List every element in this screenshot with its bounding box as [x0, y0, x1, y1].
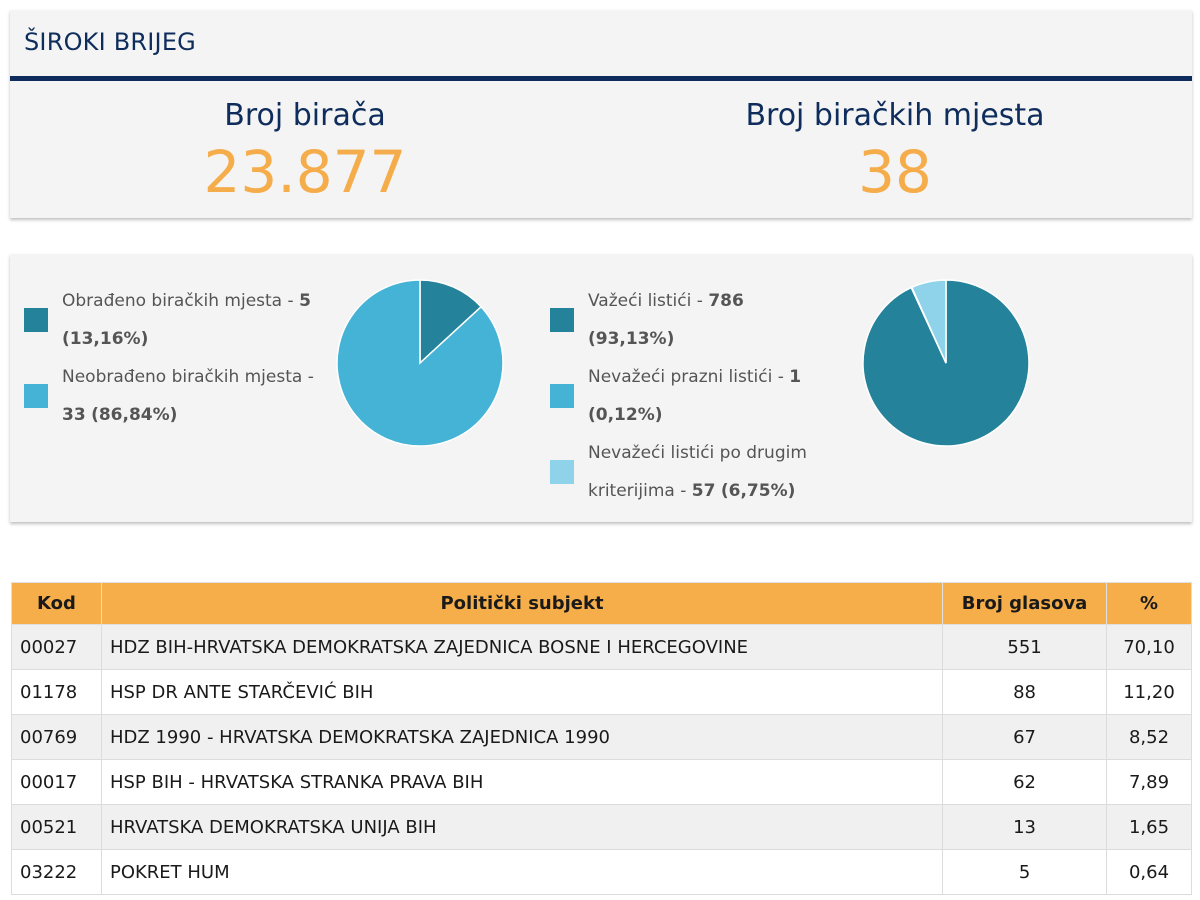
header-code[interactable]: Kod	[11, 582, 102, 625]
voters-stat: Broj birača 23.877	[10, 98, 600, 205]
legend-label: Obrađeno biračkih mjesta	[62, 291, 283, 311]
cell-code: 00027	[11, 624, 102, 670]
cell-code: 01178	[11, 669, 102, 715]
table-row: 00521 HRVATSKA DEMOKRATSKA UNIJA BIH 13 1,6…	[11, 804, 1192, 850]
cell-votes: 5	[942, 849, 1107, 895]
legend-swatch	[550, 460, 574, 484]
ballots-pie-chart	[862, 279, 1030, 447]
stations-legend: Obrađeno biračkih mjesta - 5 (13,16%) Ne…	[24, 282, 314, 434]
cell-party: HRVATSKA DEMOKRATSKA UNIJA BIH	[100, 804, 944, 850]
stations-pie-chart	[336, 279, 504, 447]
stations-stat: Broj biračkih mjesta 38	[600, 98, 1190, 205]
cell-party: HSP DR ANTE STARČEVIĆ BIH	[100, 669, 944, 715]
ballots-legend: Važeći listići - 786 (93,13%) Nevažeći p…	[550, 282, 810, 510]
legend-label: Važeći listići	[588, 291, 692, 311]
cell-votes: 88	[942, 669, 1107, 715]
voters-value: 23.877	[203, 138, 407, 206]
legend-swatch	[550, 384, 574, 408]
legend-percent: (86,84%)	[91, 405, 178, 425]
legend-swatch	[550, 308, 574, 332]
results-table: Kod Politički subjekt Broj glasova % 000…	[11, 582, 1192, 895]
legend-swatch	[24, 384, 48, 408]
summary-card: ŠIROKI BRIJEG Broj birača 23.877 Broj bi…	[10, 10, 1192, 218]
cell-percent: 1,65	[1106, 804, 1192, 850]
cell-code: 00521	[11, 804, 102, 850]
cell-code: 03222	[11, 849, 102, 895]
pie-charts-card: Obrađeno biračkih mjesta - 5 (13,16%) Ne…	[10, 254, 1192, 522]
cell-party: HDZ 1990 - HRVATSKA DEMOKRATSKA ZAJEDNIC…	[100, 714, 944, 760]
legend-count: 786	[708, 291, 744, 311]
legend-item-processed: Obrađeno biračkih mjesta - 5 (13,16%)	[24, 282, 314, 358]
pie-slice-2[interactable]	[910, 279, 947, 364]
cell-percent: 11,20	[1106, 669, 1192, 715]
cell-percent: 70,10	[1106, 624, 1192, 670]
municipality-title: ŠIROKI BRIJEG	[24, 28, 196, 56]
cell-party: POKRET HUM	[100, 849, 944, 895]
legend-percent: (13,16%)	[62, 329, 149, 349]
cell-votes: 551	[942, 624, 1107, 670]
table-body: 00027 HDZ BIH-HRVATSKA DEMOKRATSKA ZAJEDN…	[11, 624, 1192, 895]
cell-percent: 7,89	[1106, 759, 1192, 805]
legend-count: 1	[789, 367, 802, 387]
cell-code: 00017	[11, 759, 102, 805]
legend-swatch	[24, 308, 48, 332]
cell-percent: 0,64	[1106, 849, 1192, 895]
legend-count: 5	[299, 291, 311, 311]
header-percent[interactable]: %	[1106, 582, 1192, 625]
voters-label: Broj birača	[224, 98, 386, 133]
table-row: 00017 HSP BIH - HRVATSKA STRANKA PRAVA BI…	[11, 759, 1192, 805]
legend-item-valid: Važeći listići - 786 (93,13%)	[550, 282, 810, 358]
stations-value: 38	[858, 138, 932, 206]
pie-slice-1[interactable]	[336, 279, 504, 447]
cell-votes: 62	[942, 759, 1107, 805]
header-party[interactable]: Politički subjekt	[100, 582, 944, 625]
legend-count: 57	[691, 481, 716, 501]
legend-item-invalid-other: Nevažeći listići po drugim kriterijima -…	[550, 434, 810, 510]
header-divider	[10, 76, 1192, 81]
cell-votes: 13	[942, 804, 1107, 850]
legend-item-invalid-blank: Nevažeći prazni listići - 1 (0,12%)	[550, 358, 810, 434]
table-row: 01178 HSP DR ANTE STARČEVIĆ BIH 88 11,20	[11, 669, 1192, 715]
legend-item-unprocessed: Neobrađeno biračkih mjesta - 33 (86,84%)	[24, 358, 314, 434]
cell-percent: 8,52	[1106, 714, 1192, 760]
legend-label: Nevažeći listići po drugim kriterijima	[588, 443, 807, 501]
legend-label: Neobrađeno biračkih mjesta	[62, 367, 303, 387]
cell-party: HDZ BIH-HRVATSKA DEMOKRATSKA ZAJEDNICA B…	[100, 624, 944, 670]
table-row: 00769 HDZ 1990 - HRVATSKA DEMOKRATSKA ZAJ…	[11, 714, 1192, 760]
table-row: 00027 HDZ BIH-HRVATSKA DEMOKRATSKA ZAJEDN…	[11, 624, 1192, 670]
table-row: 03222 POKRET HUM 5 0,64	[11, 849, 1192, 895]
cell-votes: 67	[942, 714, 1107, 760]
cell-party: HSP BIH - HRVATSKA STRANKA PRAVA BIH	[100, 759, 944, 805]
pie-slice-0[interactable]	[419, 279, 483, 365]
legend-count: 33	[62, 405, 86, 425]
legend-percent: (6,75%)	[720, 481, 796, 501]
header-votes[interactable]: Broj glasova	[942, 582, 1107, 625]
legend-percent: (93,13%)	[588, 329, 675, 349]
stations-label: Broj biračkih mjesta	[745, 98, 1045, 133]
legend-percent: (0,12%)	[588, 405, 663, 425]
cell-code: 00769	[11, 714, 102, 760]
legend-label: Nevažeći prazni listići	[588, 367, 773, 387]
table-header-row: Kod Politički subjekt Broj glasova %	[11, 582, 1192, 625]
